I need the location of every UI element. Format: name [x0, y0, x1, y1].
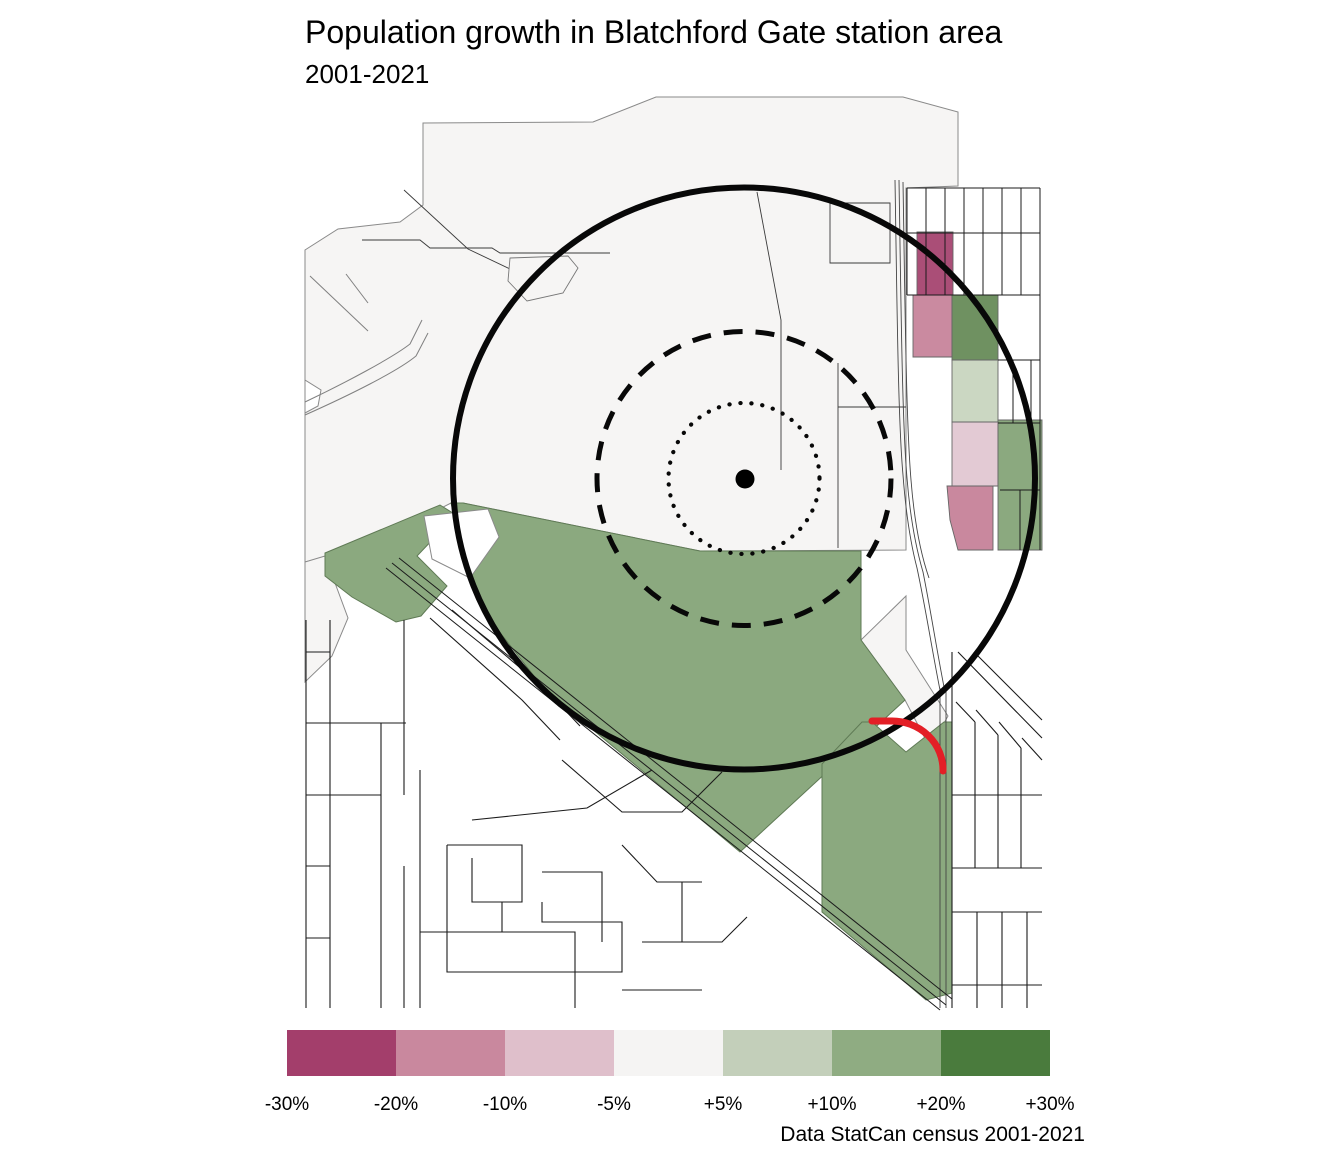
boundary-line	[756, 191, 782, 470]
tract-base-polygons	[304, 96, 959, 750]
corridor-line	[898, 179, 946, 693]
street	[952, 794, 1042, 986]
legend-swatch	[941, 1030, 1050, 1076]
legend-edge-label: -20%	[374, 1094, 418, 1115]
road-line	[345, 273, 369, 304]
legend-label-row: -30% -20% -10% -5% +5% +10% +20% +30%	[265, 1094, 1075, 1115]
nw-gray-roads	[304, 273, 429, 416]
tract-west-lobe	[304, 555, 349, 684]
highway-line	[385, 567, 941, 1011]
road-line	[304, 319, 423, 403]
sw-street-network	[305, 609, 748, 1008]
ring-outer-solid	[450, 184, 1038, 773]
legend-edge-label: -30%	[265, 1094, 309, 1115]
legend-edge-label: -5%	[597, 1094, 631, 1115]
street	[501, 882, 702, 991]
legend-edge-label: +10%	[807, 1094, 856, 1115]
legend-swatch	[396, 1030, 505, 1076]
street	[380, 620, 405, 1008]
page-title: Population growth in Blatchford Gate sta…	[305, 14, 1003, 50]
legend-swatch	[287, 1030, 396, 1076]
street	[976, 912, 1028, 1008]
road-line	[309, 275, 369, 332]
boundary-line	[362, 239, 610, 254]
diagonal-highway	[385, 557, 953, 1011]
legend: -30% -20% -10% -5% +5% +10% +20% +30%	[265, 1030, 1075, 1115]
street	[447, 844, 523, 903]
legend-edge-label: +5%	[704, 1094, 743, 1115]
boundary-rect	[829, 202, 891, 264]
legend-edge-label: -10%	[483, 1094, 527, 1115]
street	[306, 651, 406, 939]
legend-swatch	[832, 1030, 941, 1076]
ring-middle-dashed	[594, 329, 894, 628]
street	[305, 620, 331, 1008]
street	[621, 844, 702, 883]
highlight-arc	[868, 717, 947, 775]
street	[471, 769, 653, 821]
street	[420, 931, 576, 1008]
legend-swatch-row	[287, 1030, 1050, 1076]
legend-swatch	[505, 1030, 614, 1076]
street	[642, 916, 748, 943]
station-dot	[735, 469, 755, 489]
east-corridor-lines	[894, 179, 947, 1008]
street	[446, 845, 623, 973]
legend-swatch	[614, 1030, 723, 1076]
se-street-grid	[951, 651, 1043, 1008]
street	[561, 759, 723, 813]
ring-inner-dotted	[666, 400, 822, 557]
street	[975, 709, 999, 868]
ne-block-pink-west	[912, 294, 953, 358]
street	[429, 609, 581, 741]
tract-north-polygon	[304, 96, 959, 563]
corridor-line	[902, 181, 930, 579]
street	[542, 871, 603, 942]
ne-block-pink-south	[946, 485, 994, 551]
region-west-green	[324, 504, 457, 623]
legend-edge-label: +20%	[916, 1094, 965, 1115]
highway-line	[398, 557, 953, 1000]
street	[955, 701, 976, 868]
boundary-line	[403, 189, 528, 278]
ne-block-dark-magenta	[916, 231, 954, 296]
data-source-caption: Data StatCan census 2001-2021	[780, 1123, 1085, 1146]
grid-sub	[998, 295, 1041, 550]
grid-verticals	[906, 188, 1041, 295]
legend-edge-label: +30%	[1025, 1094, 1074, 1115]
street	[957, 651, 1043, 739]
highway-line	[391, 562, 947, 1006]
region-south-strip	[821, 721, 953, 1001]
corridor-line	[894, 179, 941, 691]
ne-block-light-pink	[951, 421, 999, 487]
map-canvas	[304, 96, 1043, 1011]
road-line	[304, 332, 429, 416]
page-subtitle: 2001-2021	[305, 59, 429, 89]
legend-swatch	[723, 1030, 832, 1076]
street	[998, 721, 1043, 868]
ne-block-light-green	[951, 359, 999, 423]
station-rings	[450, 184, 1038, 773]
